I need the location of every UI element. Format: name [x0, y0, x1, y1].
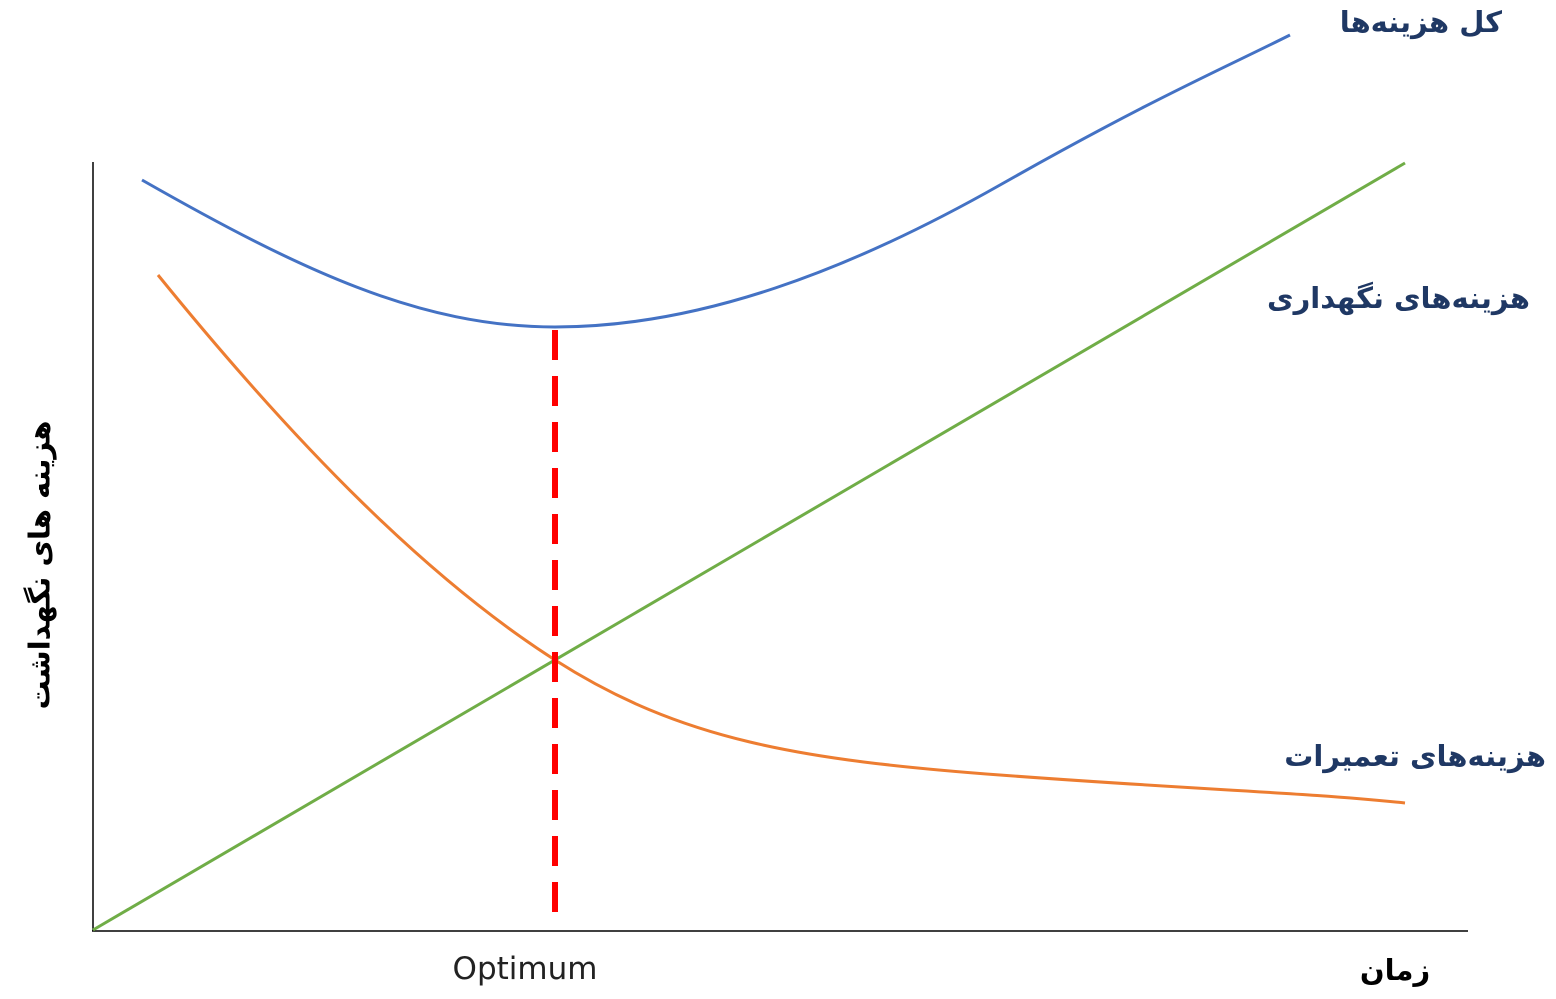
x-axis-label: زمان: [1359, 953, 1431, 987]
repair-cost-label: هزینه‌های تعمیرات: [1284, 739, 1546, 773]
total-cost-label: کل هزینه‌ها: [1339, 5, 1502, 39]
optimum-label: Optimum: [452, 951, 598, 987]
total-cost-curve: [141, 33, 1291, 329]
y-axis-label: هزینه های نگهداشت: [22, 420, 57, 710]
maintenance-cost-label: هزینه‌های نگهداری: [1267, 281, 1530, 315]
maintenance-cost-line: [92, 161, 1406, 932]
repair-cost-curve: [156, 274, 1406, 805]
